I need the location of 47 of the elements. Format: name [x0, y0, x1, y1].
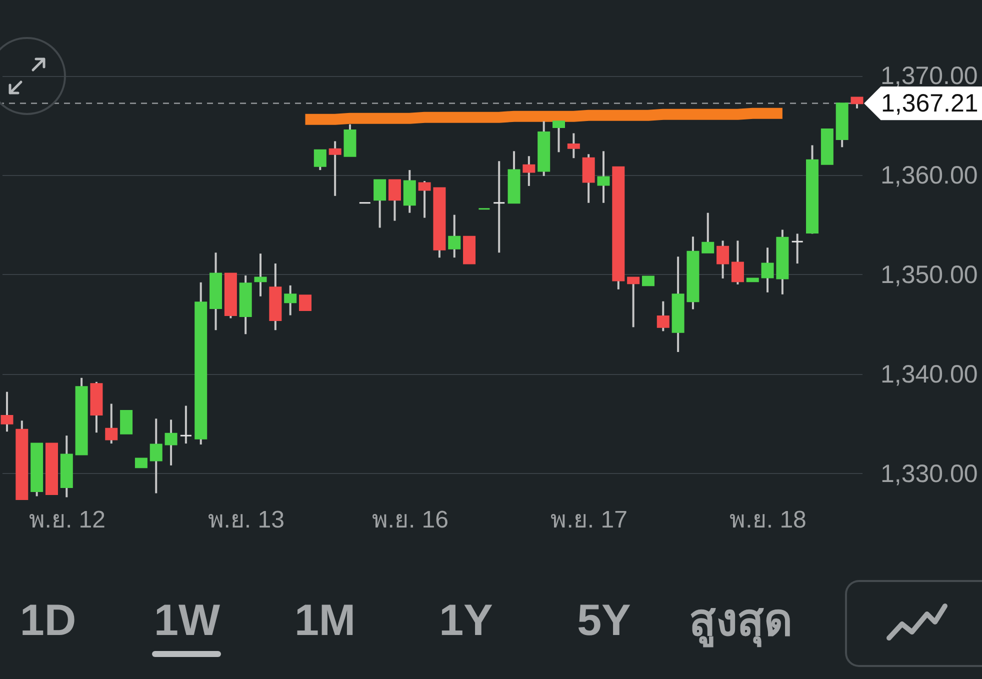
y-tick-label: 1,330.00 [880, 460, 978, 488]
candlestick [702, 212, 714, 254]
candlestick [180, 404, 192, 445]
y-tick-label: 1,370.00 [880, 62, 978, 90]
candlestick [374, 179, 386, 229]
candlestick [120, 410, 133, 434]
candlestick [418, 180, 431, 219]
candlestick [298, 294, 312, 312]
candlestick [567, 132, 580, 160]
candlestick [492, 160, 506, 254]
candlestick [791, 232, 804, 265]
candlestick [582, 153, 595, 204]
candlestick [0, 390, 14, 433]
candlestick [850, 96, 864, 110]
candlestick [314, 149, 326, 172]
candlestick [552, 120, 566, 154]
candlestick [716, 240, 730, 280]
candlestick [627, 276, 640, 328]
text: 1M [294, 596, 356, 645]
candlestick [403, 169, 416, 214]
x-tick-label: พ.ย. 16 [372, 506, 448, 534]
candlestick [731, 240, 744, 286]
text: 5Y [577, 596, 631, 645]
candlestick [448, 214, 461, 259]
candlestick [388, 179, 401, 222]
y-tick-label: 1,360.00 [880, 162, 978, 190]
candlestick [284, 284, 297, 316]
candlestick [105, 402, 118, 445]
candlestick [328, 140, 342, 197]
candlestick [761, 246, 774, 294]
text: 1Y [439, 596, 493, 645]
candlestick [522, 155, 536, 187]
candlestick [150, 418, 162, 494]
ref-line-label: 1,367.21 [881, 89, 978, 118]
y-tick-label: 1,350.00 [880, 260, 978, 289]
text: สูงสุด [689, 596, 793, 645]
candlestick [597, 150, 610, 204]
candlestick [164, 418, 178, 466]
text: 1D [20, 596, 76, 645]
y-tick-label: 1,340.00 [880, 360, 978, 388]
x-tick-label: พ.ย. 18 [730, 506, 806, 534]
text: 1W [154, 596, 220, 645]
x-tick-label: พ.ย. 17 [550, 506, 628, 534]
candlestick [656, 300, 670, 332]
x-tick-label: พ.ย. 12 [28, 506, 106, 534]
x-tick-label: พ.ย. 13 [208, 506, 284, 534]
candlestick [254, 252, 267, 298]
